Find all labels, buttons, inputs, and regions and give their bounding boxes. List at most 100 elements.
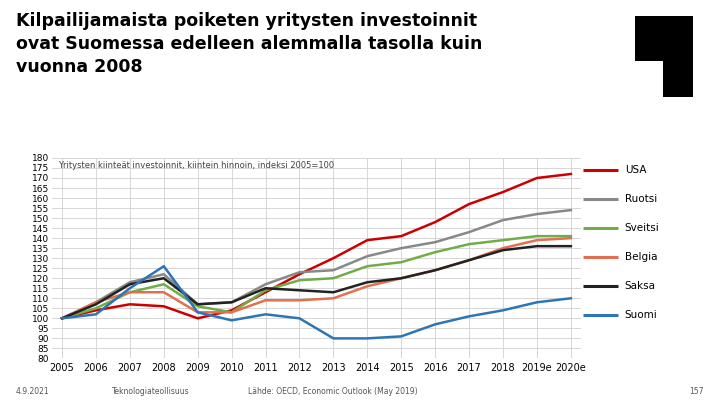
USA [261,290,270,295]
Suomi [499,308,508,313]
Ruotsi [125,280,134,285]
Sveitsi [125,290,134,295]
Saksa [533,244,541,249]
Ruotsi [329,268,338,273]
Ruotsi [363,254,372,259]
Ruotsi [58,316,66,321]
Belgia [533,238,541,243]
Ruotsi [228,300,236,305]
Ruotsi [499,217,508,222]
Belgia [567,236,575,241]
USA [363,238,372,243]
Saksa [397,276,405,281]
Saksa [567,244,575,249]
Polygon shape [635,16,693,97]
USA [159,304,168,309]
Sveitsi [228,310,236,315]
Ruotsi [465,230,474,234]
Suomi [194,310,202,315]
Saksa [431,268,439,273]
Text: Suomi: Suomi [625,310,657,320]
Suomi [465,314,474,319]
Text: Ruotsi: Ruotsi [625,194,657,204]
Sveitsi [329,276,338,281]
Line: USA: USA [62,174,571,318]
Saksa [329,290,338,295]
Sveitsi [261,288,270,293]
Suomi [567,296,575,301]
USA [499,190,508,194]
Text: Teknologiateollisuus: Teknologiateollisuus [112,387,189,396]
Suomi [228,318,236,323]
USA [329,256,338,261]
Sveitsi [194,304,202,309]
Suomi [397,334,405,339]
Saksa [194,302,202,307]
Saksa [58,316,66,321]
Sveitsi [397,260,405,264]
Sveitsi [431,250,439,255]
Suomi [533,300,541,305]
Text: Saksa: Saksa [625,281,656,291]
Belgia [499,246,508,251]
Suomi [91,312,100,317]
Sveitsi [533,234,541,239]
Text: Lähde: OECD, Economic Outlook (May 2019): Lähde: OECD, Economic Outlook (May 2019) [248,387,418,396]
Text: 4.9.2021: 4.9.2021 [16,387,50,396]
Belgia [261,298,270,303]
Belgia [397,276,405,281]
Suomi [431,322,439,327]
Saksa [499,248,508,253]
Saksa [125,282,134,287]
Text: Yritysten kiinteät investoinnit, kiintein hinnoin, indeksi 2005=100: Yritysten kiinteät investoinnit, kiintei… [58,161,334,170]
Ruotsi [194,302,202,307]
USA [58,316,66,321]
Suomi [329,336,338,341]
Saksa [159,276,168,281]
Sveitsi [159,282,168,287]
USA [533,176,541,181]
Saksa [465,258,474,262]
Text: Kilpailijamaista poiketen yritysten investoinnit
ovat Suomessa edelleen alemmall: Kilpailijamaista poiketen yritysten inve… [16,12,482,76]
Ruotsi [533,212,541,217]
USA [194,316,202,321]
Text: USA: USA [625,165,647,175]
Ruotsi [159,272,168,277]
Line: Saksa: Saksa [62,246,571,318]
Belgia [159,290,168,295]
USA [91,308,100,313]
Belgia [329,296,338,301]
Belgia [125,290,134,295]
USA [397,234,405,239]
Saksa [261,286,270,291]
Suomi [261,312,270,317]
Ruotsi [397,246,405,251]
Suomi [363,336,372,341]
Ruotsi [295,270,304,275]
Ruotsi [261,282,270,287]
Suomi [295,316,304,321]
Text: Sveitsi: Sveitsi [625,223,660,233]
Belgia [363,284,372,289]
Belgia [295,298,304,303]
Text: 157: 157 [690,387,704,396]
Ruotsi [567,208,575,213]
Suomi [159,264,168,269]
Belgia [431,268,439,273]
Sveitsi [499,238,508,243]
Saksa [228,300,236,305]
Saksa [363,280,372,285]
Suomi [125,286,134,291]
Suomi [58,316,66,321]
USA [431,220,439,224]
Belgia [465,258,474,262]
USA [465,202,474,207]
Line: Belgia: Belgia [62,238,571,318]
USA [567,172,575,177]
Saksa [91,302,100,307]
Belgia [58,316,66,321]
USA [125,302,134,307]
Sveitsi [465,242,474,247]
Sveitsi [567,234,575,239]
USA [228,308,236,313]
